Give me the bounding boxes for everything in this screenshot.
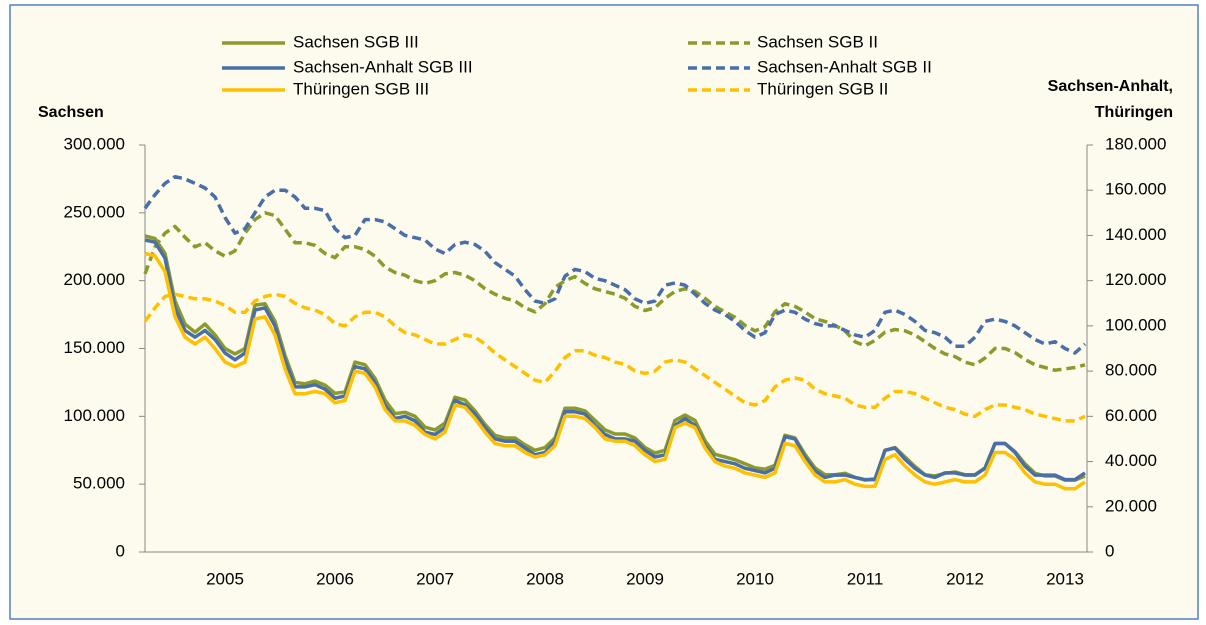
legend-label: Sachsen-Anhalt SGB II [757, 57, 932, 76]
y2-tick-label: 140.000 [1105, 225, 1166, 244]
legend-label: Thüringen SGB II [757, 79, 888, 98]
y2-tick-label: 80.000 [1105, 361, 1157, 380]
series-line [143, 174, 1087, 355]
x-tick-label: 2010 [736, 569, 774, 588]
y-tick-label: 250.000 [64, 202, 125, 221]
y-tick-label: 150.000 [64, 338, 125, 357]
legend-label: Thüringen SGB III [293, 79, 429, 98]
y2-tick-label: 160.000 [1105, 180, 1166, 199]
x-tick-label: 2005 [206, 569, 244, 588]
legend-label: Sachsen SGB II [757, 32, 878, 51]
chart-area [9, 4, 1199, 620]
y2-axis-title: Thüringen [1095, 104, 1173, 121]
legend-label: Sachsen-Anhalt SGB III [293, 57, 473, 76]
y-tick-label: 100.000 [64, 406, 125, 425]
series-line [144, 251, 1086, 491]
y2-axis-title: Sachsen-Anhalt, [1048, 78, 1173, 95]
y-tick-label: 200.000 [64, 270, 125, 289]
y2-tick-label: 60.000 [1105, 406, 1157, 425]
y2-tick-label: 120.000 [1105, 270, 1166, 289]
series-line [143, 292, 1086, 423]
x-tick-label: 2009 [626, 569, 664, 588]
series-line [144, 238, 1086, 482]
x-tick-label: 2011 [847, 569, 884, 588]
y2-tick-label: 40.000 [1105, 451, 1157, 470]
y2-tick-label: 180.000 [1105, 134, 1166, 153]
y-axis-title: Sachsen [38, 104, 104, 121]
x-tick-label: 2012 [946, 569, 984, 588]
y2-tick-label: 20.000 [1105, 496, 1157, 515]
x-tick-label: 2013 [1046, 569, 1084, 588]
legend-label: Sachsen SGB III [293, 32, 419, 51]
x-tick-label: 2006 [316, 569, 354, 588]
x-tick-label: 2008 [526, 569, 564, 588]
y2-tick-label: 100.000 [1105, 315, 1166, 334]
x-tick-label: 2007 [416, 569, 454, 588]
y-tick-label: 300.000 [64, 134, 125, 153]
y2-tick-label: 0 [1105, 541, 1114, 560]
series-line [143, 211, 1086, 372]
y-tick-label: 0 [116, 541, 125, 560]
y-tick-label: 50.000 [73, 474, 125, 493]
